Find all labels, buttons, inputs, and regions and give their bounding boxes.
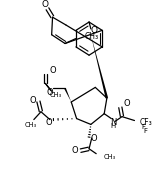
Text: N: N xyxy=(110,118,116,127)
Text: O: O xyxy=(90,134,97,143)
Text: O: O xyxy=(30,96,36,105)
Text: O: O xyxy=(50,66,57,75)
Text: CH₃: CH₃ xyxy=(103,154,115,160)
Text: H: H xyxy=(111,123,116,129)
Text: CH₃: CH₃ xyxy=(49,92,61,98)
Text: CH₃: CH₃ xyxy=(24,122,36,128)
Text: CF₃: CF₃ xyxy=(140,118,152,127)
Polygon shape xyxy=(64,88,71,102)
Text: O: O xyxy=(41,0,48,9)
Text: O: O xyxy=(91,26,98,35)
Text: O: O xyxy=(71,146,78,155)
Text: F: F xyxy=(142,124,146,130)
Text: O: O xyxy=(124,100,130,109)
Text: O: O xyxy=(47,88,53,97)
Polygon shape xyxy=(91,35,108,98)
Text: CH₃: CH₃ xyxy=(85,32,99,41)
Text: O: O xyxy=(46,118,52,127)
Text: F: F xyxy=(143,128,147,134)
